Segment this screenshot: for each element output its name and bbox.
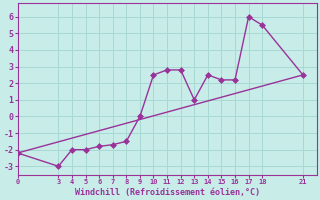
X-axis label: Windchill (Refroidissement éolien,°C): Windchill (Refroidissement éolien,°C) — [75, 188, 260, 197]
